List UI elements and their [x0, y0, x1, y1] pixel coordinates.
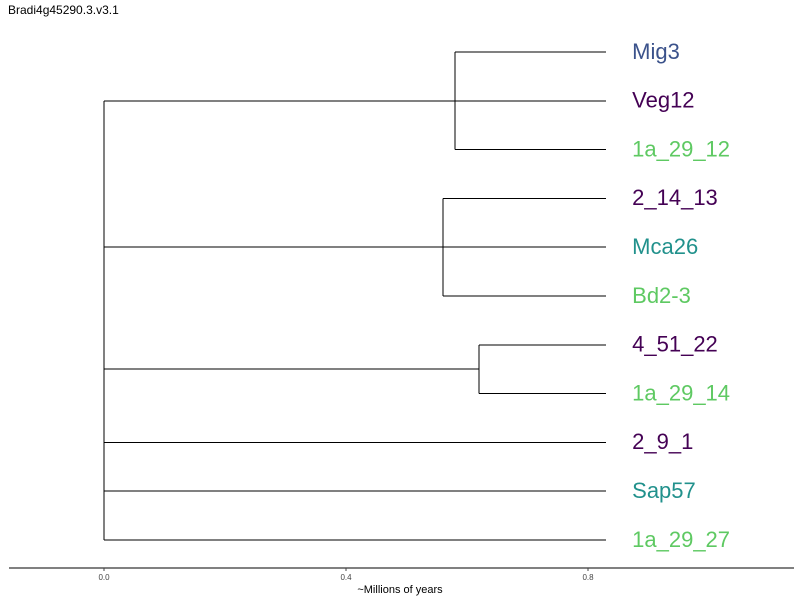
leaf-label: Sap57: [632, 478, 696, 503]
tree-branches: [103, 51, 607, 541]
leaf-label: 1a_29_12: [632, 136, 730, 161]
leaf-label: Veg12: [632, 88, 694, 113]
leaf-label: 1a_29_27: [632, 527, 730, 552]
leaf-label: 4_51_22: [632, 332, 718, 357]
tree-title: Bradi4g45290.3.v3.1: [8, 3, 119, 17]
axis-tick-label: 0.8: [582, 573, 594, 582]
axis-label: ~Millions of years: [357, 584, 443, 596]
leaf-label: Mca26: [632, 234, 698, 259]
axis-tick-label: 0.4: [340, 573, 352, 582]
axis-tick-label: 0.0: [98, 573, 110, 582]
time-axis: 0.0 0.4 0.8 ~Millions of years: [9, 567, 794, 596]
leaf-label: 1a_29_14: [632, 380, 730, 405]
leaf-label: 2_14_13: [632, 185, 718, 210]
leaf-label: Mig3: [632, 39, 680, 64]
leaf-label: Bd2-3: [632, 283, 691, 308]
leaf-label: 2_9_1: [632, 429, 693, 454]
leaf-labels: Mig3 Veg12 1a_29_12 2_14_13 Mca26 Bd2-3 4_51_2…: [632, 39, 730, 552]
axis-ticks: 0.0 0.4 0.8: [98, 568, 594, 582]
